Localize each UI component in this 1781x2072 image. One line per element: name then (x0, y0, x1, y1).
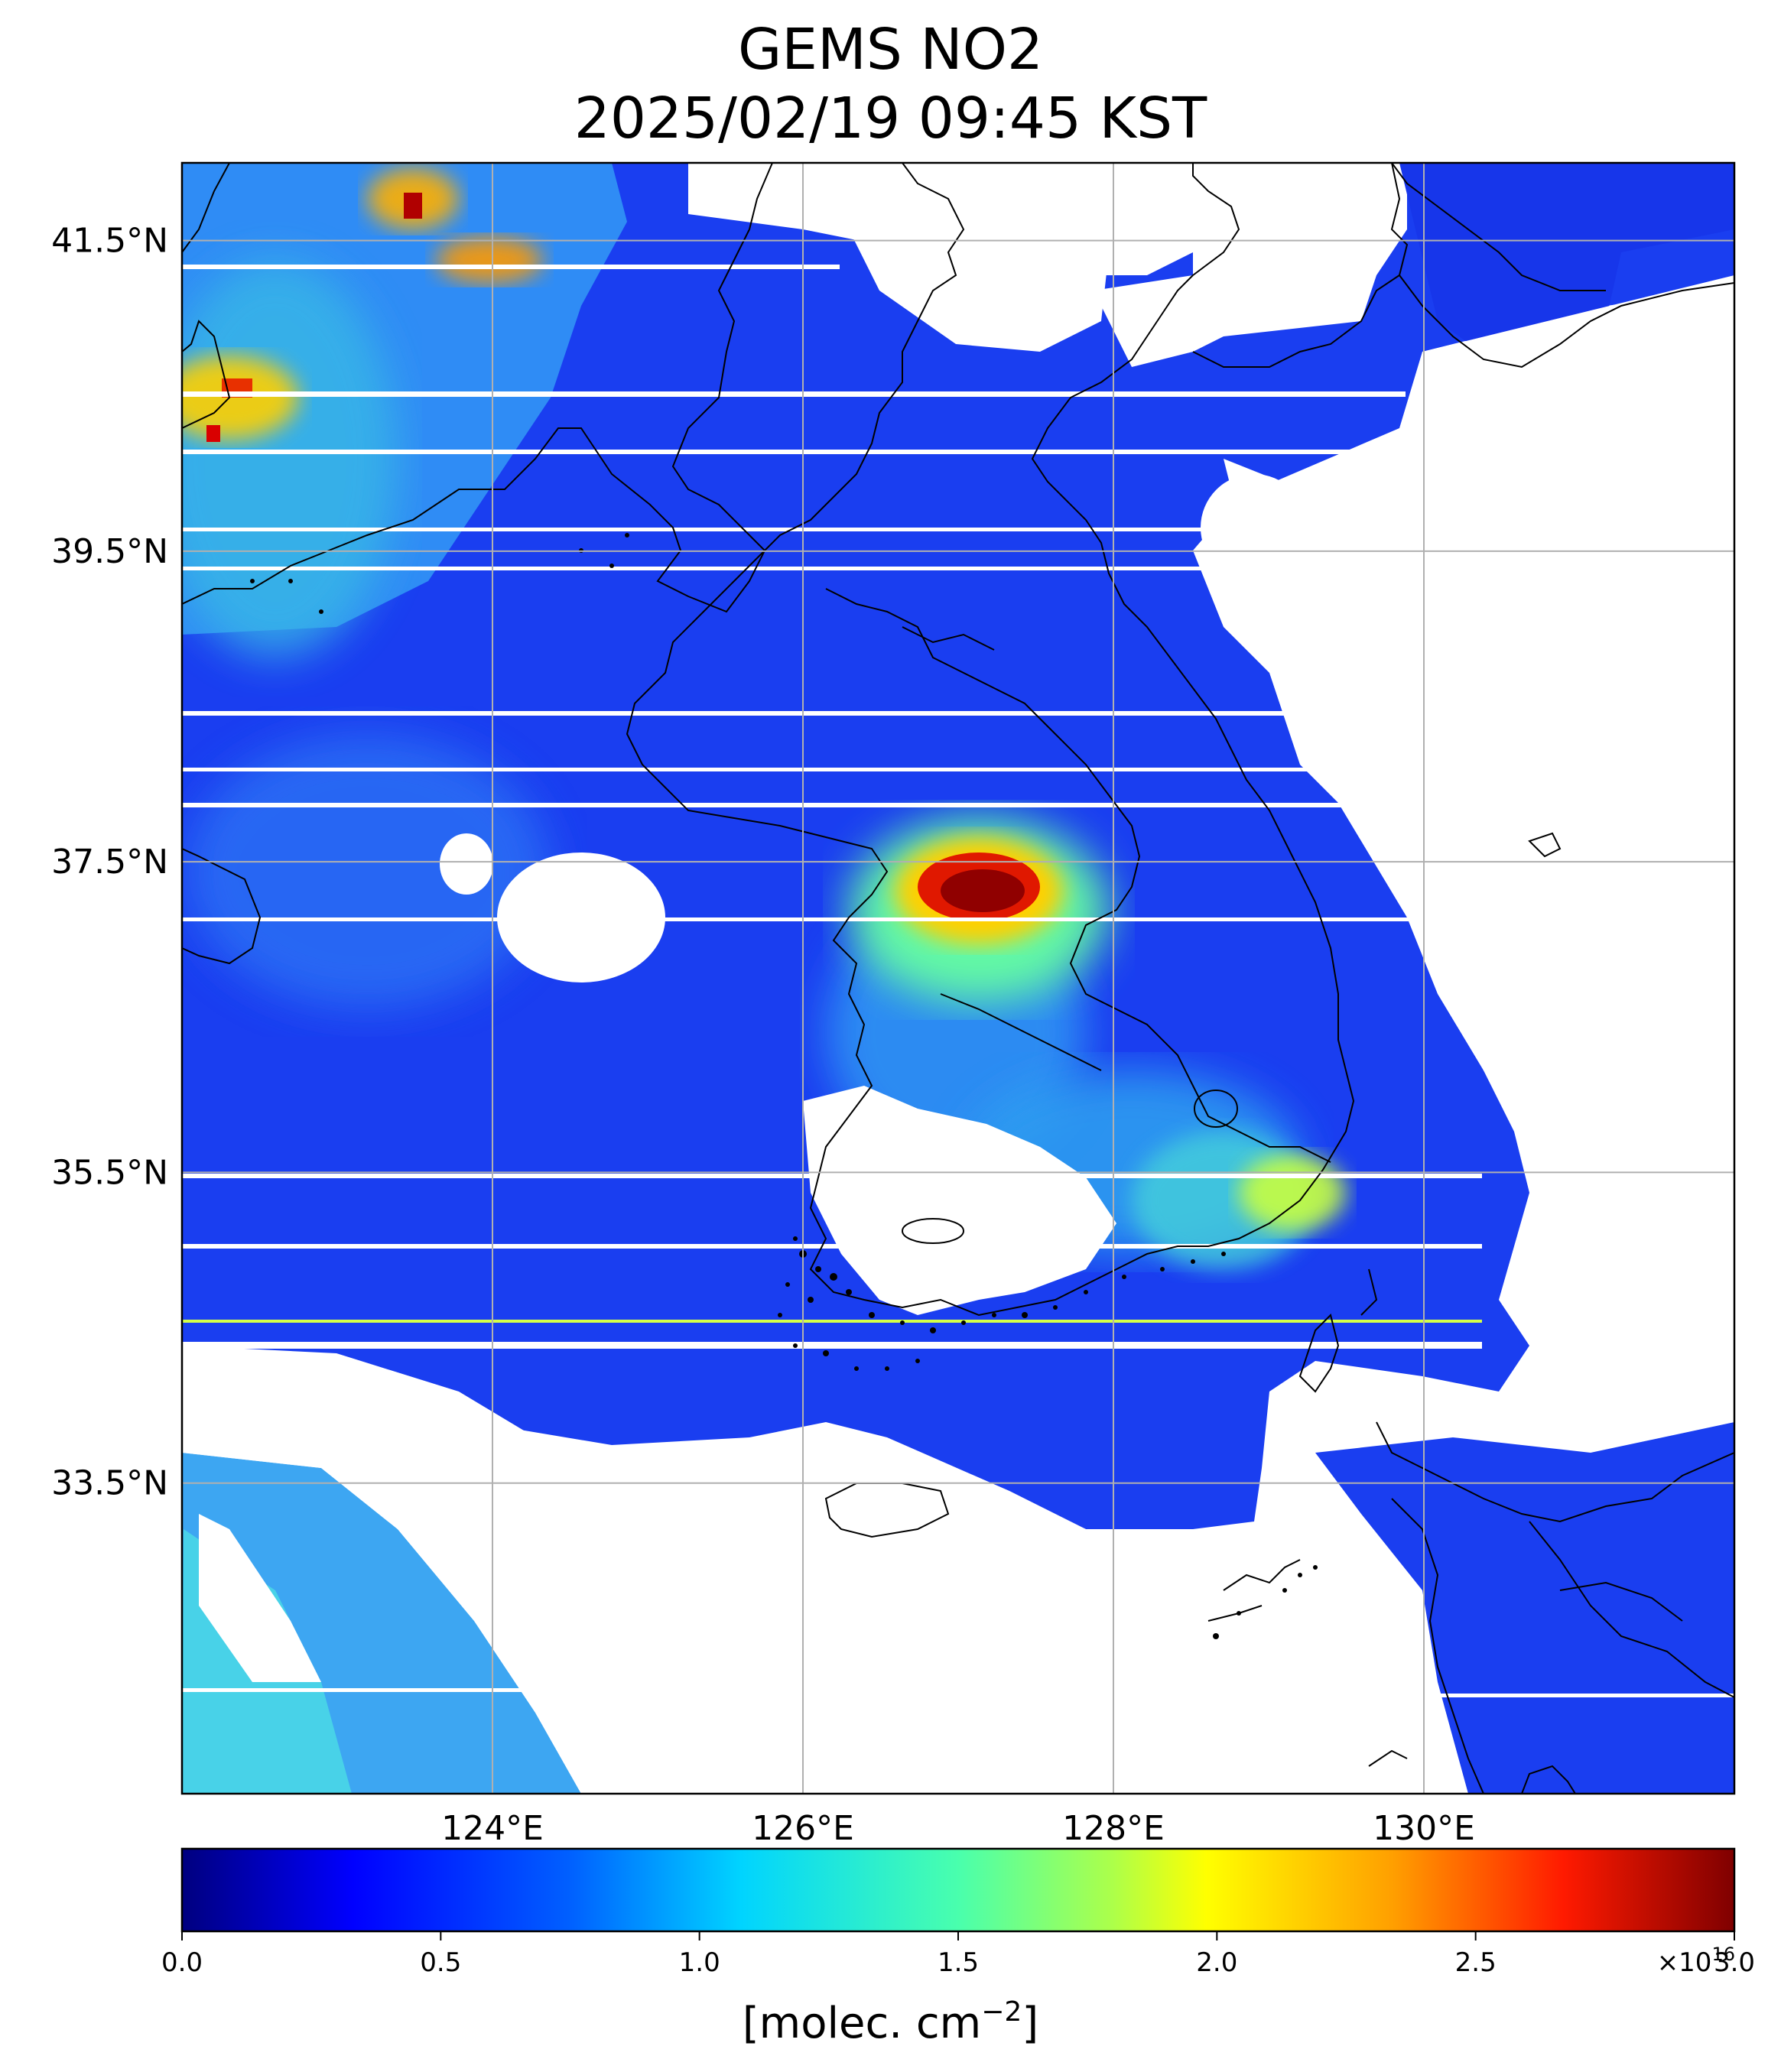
chart-title: GEMS NO2 (737, 17, 1044, 83)
lon-tick-label: 126°E (752, 1809, 854, 1848)
lat-tick-label: 37.5°N (51, 843, 168, 882)
colorbar-tick-label: 3.0 (1714, 1947, 1755, 1978)
no2-field (182, 163, 1734, 1794)
colorbar-unit-label: [molec. cm−2] (742, 1996, 1039, 2048)
colorbar (180, 1847, 1736, 1933)
colorbar-tick-label: 1.5 (938, 1947, 979, 1978)
chart-subtitle-timestamp: 2025/02/19 09:45 KST (574, 86, 1207, 151)
lat-tick-label: 33.5°N (51, 1464, 168, 1503)
coastlines (182, 163, 1734, 1794)
lon-tick-label: 130°E (1373, 1809, 1475, 1848)
lon-tick-label: 124°E (441, 1809, 544, 1848)
lat-tick-label: 35.5°N (51, 1153, 168, 1192)
colorbar-ticks: 0.0 0.5 1.0 1.5 2.0 2.5 3.0 (161, 1931, 1755, 1978)
map-frame (180, 161, 1736, 1795)
lat-tick-label: 39.5°N (51, 532, 168, 571)
latitude-tick-labels: 41.5°N 39.5°N 37.5°N 35.5°N 33.5°N (51, 222, 168, 1503)
colorbar-tick-label: 0.5 (420, 1947, 461, 1978)
longitude-tick-labels: 124°E 126°E 128°E 130°E (441, 1809, 1475, 1848)
colorbar-tick-label: 2.0 (1196, 1947, 1237, 1978)
lat-tick-label: 41.5°N (51, 222, 168, 261)
colorbar-tick-label: 0.0 (161, 1947, 203, 1978)
lon-tick-label: 128°E (1062, 1809, 1165, 1848)
colorbar-multiplier: ×1016 (1656, 1944, 1735, 1978)
colorbar-tick-label: 2.5 (1455, 1947, 1497, 1978)
islands (250, 533, 1318, 1639)
graticule (182, 163, 1734, 1794)
colorbar-tick-label: 1.0 (679, 1947, 720, 1978)
